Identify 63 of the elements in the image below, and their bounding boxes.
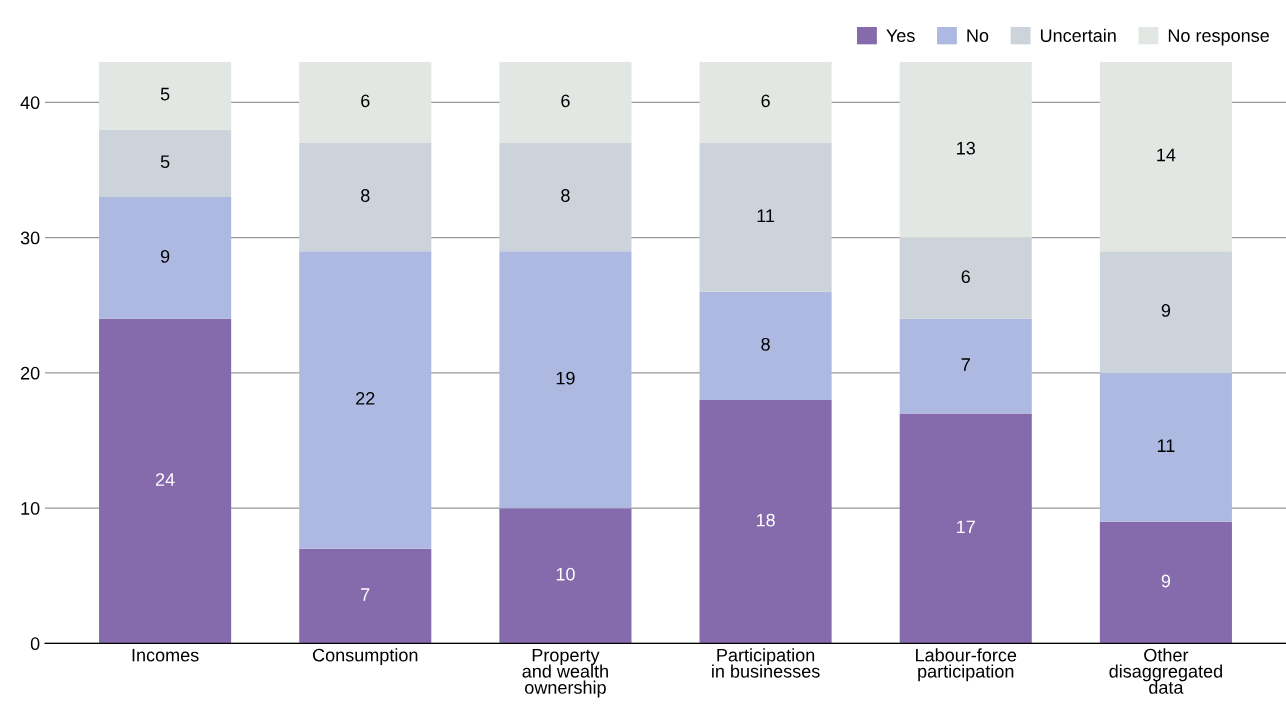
bar: [1099, 372, 1232, 522]
x-tick-label: Incomes: [132, 648, 199, 662]
data-label: 9: [1161, 304, 1171, 317]
bar: [499, 142, 632, 252]
bar: [99, 61, 232, 130]
bar: [99, 318, 232, 644]
bar: [99, 197, 232, 319]
bar: [899, 237, 1032, 319]
data-label: 11: [1157, 439, 1175, 452]
data-label: 6: [961, 270, 970, 284]
data-label: 9: [160, 249, 170, 263]
data-label: 19: [556, 371, 575, 385]
data-label: 8: [561, 189, 570, 202]
y-tick-label: 10: [21, 502, 40, 515]
data-label: 7: [361, 588, 370, 601]
data-label: 24: [155, 473, 175, 486]
bar: [699, 291, 832, 400]
bar: [699, 399, 832, 644]
legend-label: No response: [1168, 29, 1269, 46]
data-label: 8: [761, 337, 770, 351]
data-label: 7: [961, 358, 970, 371]
bar: [1099, 251, 1232, 373]
data-label: 14: [1157, 148, 1176, 162]
x-tick-label: Other disaggregated data: [1109, 648, 1222, 694]
x-tick-label: Participation in businesses: [712, 648, 820, 678]
data-label: 10: [556, 567, 575, 581]
bar: [499, 251, 632, 509]
bar: [899, 413, 1032, 644]
y-tick-label: 0: [30, 637, 40, 651]
bar: [299, 142, 432, 252]
bar: [499, 61, 632, 143]
data-label: 5: [160, 87, 170, 101]
x-tick-label: Property and wealth ownership: [522, 648, 608, 698]
y-tick-label: 30: [20, 231, 40, 245]
bar: [299, 251, 432, 549]
data-label: 13: [957, 141, 975, 155]
bar: [699, 142, 832, 292]
data-label: 22: [356, 392, 375, 405]
data-label: 17: [957, 520, 975, 534]
bar: [499, 508, 632, 644]
data-label: 5: [160, 155, 170, 169]
y-tick-label: 40: [20, 96, 40, 110]
legend-label: Yes: [886, 29, 915, 42]
data-label: 6: [761, 94, 770, 108]
data-label: 8: [361, 189, 370, 202]
data-label: 11: [757, 209, 775, 223]
bar: [699, 61, 832, 143]
bar: [1099, 61, 1232, 252]
bar: [1099, 521, 1232, 644]
x-tick-label: Consumption: [312, 648, 418, 666]
data-label: 6: [361, 94, 370, 108]
bar: [299, 548, 432, 644]
bar: [299, 61, 432, 143]
bar: [899, 318, 1032, 414]
bar: [99, 129, 232, 198]
data-label: 9: [1161, 574, 1171, 588]
legend-label: Uncertain: [1040, 28, 1116, 42]
data-label: 18: [756, 513, 775, 527]
legend-label: No: [967, 29, 989, 42]
x-tick-label: Labour-force participation: [916, 648, 1017, 682]
data-label: 6: [561, 94, 570, 108]
bar: [899, 61, 1032, 238]
y-tick-label: 20: [20, 366, 40, 380]
